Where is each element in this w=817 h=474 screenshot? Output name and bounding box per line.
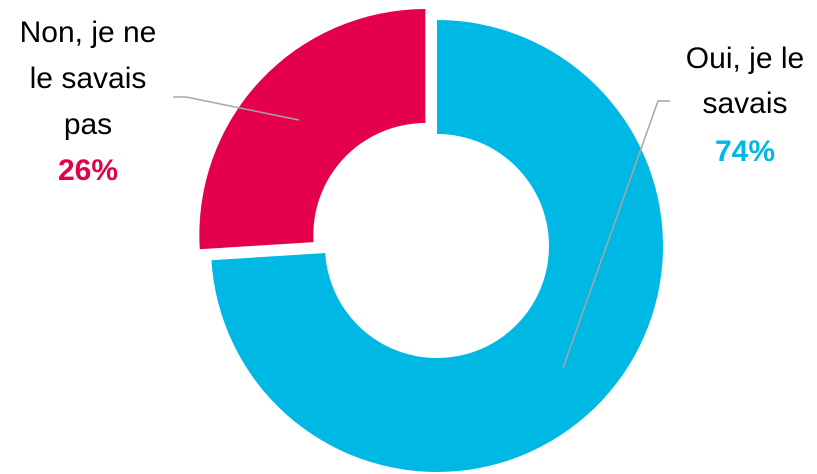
slice-label-oui-line-2: savais (702, 87, 787, 120)
slice-value-label-non: 26% (58, 154, 118, 187)
slice-label-non: Non, je ne le savais pas 26% (20, 16, 157, 187)
slice-non (199, 9, 426, 250)
slice-label-non-line-2: le savais (30, 62, 147, 95)
leader-line-oui (562, 100, 670, 369)
slice-label-oui-line-1: Oui, je le (686, 42, 804, 75)
slice-label-non-line-1: Non, je ne (20, 16, 157, 49)
leader-line-non (173, 96, 300, 121)
slice-label-oui: Oui, je le savais 74% (686, 42, 804, 168)
leader-lines-layer (173, 96, 670, 369)
slice-value-label-oui: 74% (715, 135, 775, 168)
slices-layer (199, 9, 663, 472)
slice-oui (211, 20, 663, 472)
slice-label-non-line-3: pas (64, 108, 112, 141)
